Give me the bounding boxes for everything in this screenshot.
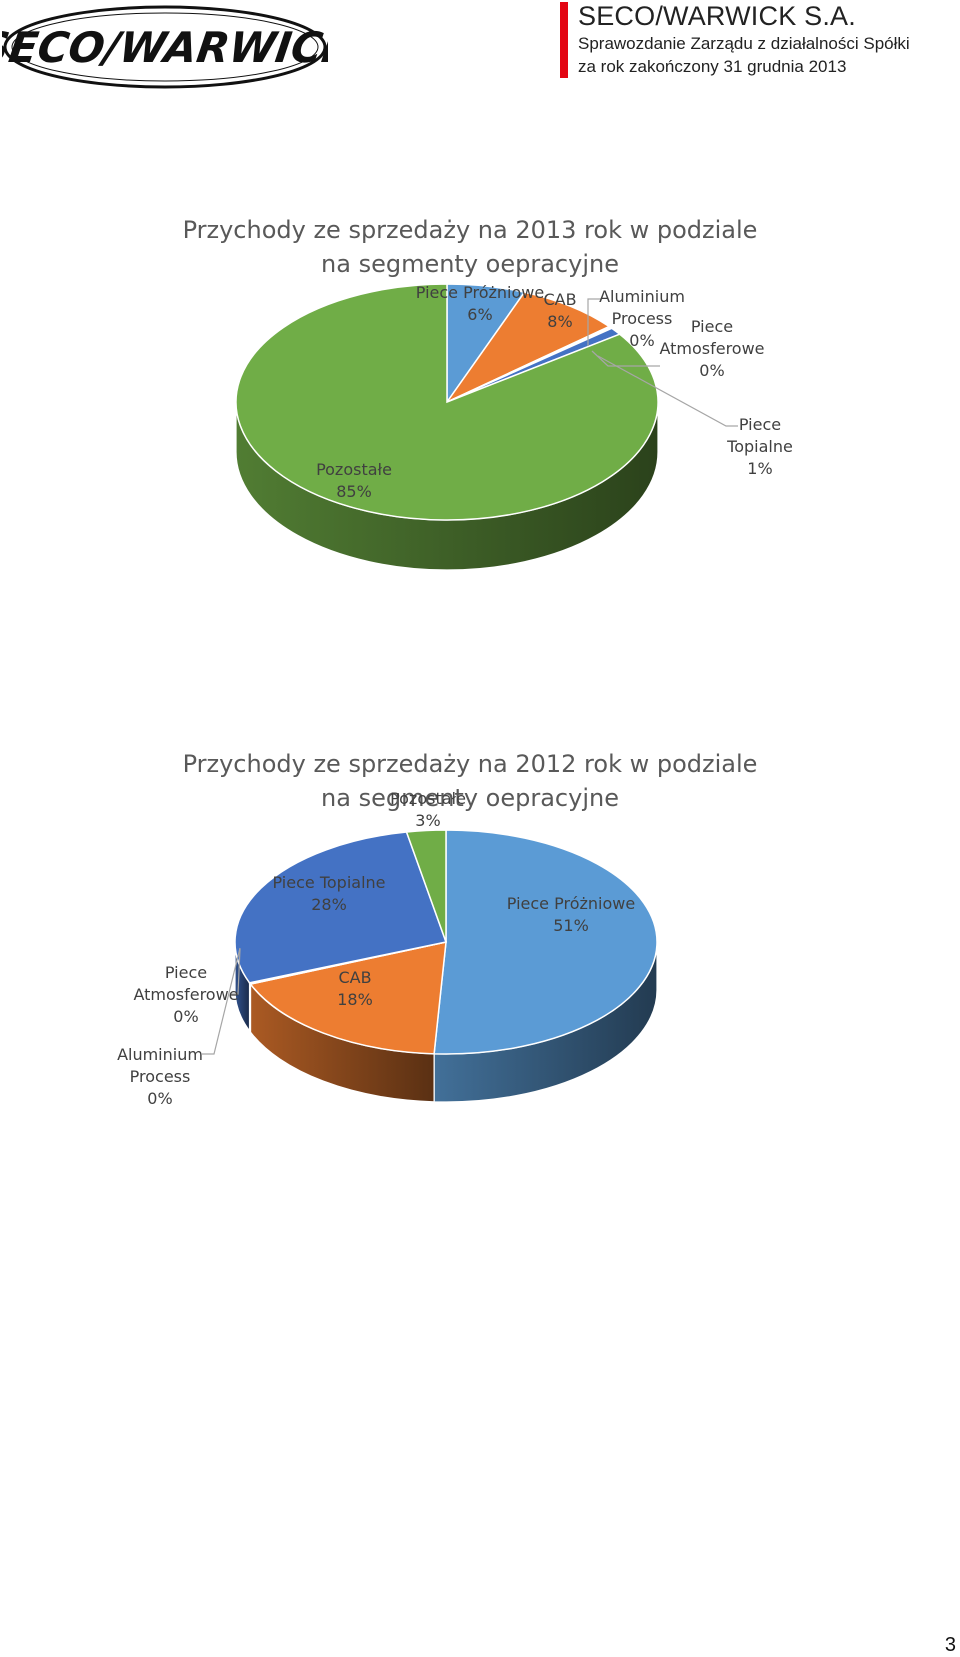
pie-chart-2012-svg: Przychody ze sprzedaży na 2012 rok w pod… bbox=[117, 750, 758, 1108]
company-name: SECO/WARWICK S.A. bbox=[578, 1, 856, 31]
data-label-piece-topialne: Piece Topialne 1% bbox=[726, 415, 793, 478]
data-label-piece-prozniowe: Piece Próżniowe 51% bbox=[507, 894, 635, 935]
report-title-line-1: Sprawozdanie Zarządu z działalności Spół… bbox=[578, 34, 910, 53]
data-label-cab: CAB 8% bbox=[543, 290, 576, 331]
report-header: SECO/WARWICK S.A. Sprawozdanie Zarządu z… bbox=[578, 0, 910, 78]
pie-chart-2013-svg: Przychody ze sprzedaży na 2013 rok w pod… bbox=[183, 216, 793, 571]
pie-slice-cab bbox=[249, 941, 447, 1055]
data-label-piece-atmosferowe: Piece Atmosferowe 0% bbox=[659, 317, 764, 380]
data-label-aluminium-process: Aluminium Process 0% bbox=[117, 1045, 203, 1108]
pie-chart-2013: Przychody ze sprzedaży na 2013 rok w pod… bbox=[0, 208, 960, 628]
chart-subtitle: na segmenty oepracyjne bbox=[321, 784, 619, 812]
data-label-piece-atmosferowe: Piece Atmosferowe 0% bbox=[133, 963, 238, 1026]
data-label-pozostale: Pozostałe 85% bbox=[316, 460, 392, 501]
leader-line-piece-atmosferowe bbox=[230, 948, 241, 995]
data-label-piece-prozniowe: Piece Próżniowe 6% bbox=[416, 283, 544, 324]
leader-line-aluminium-process bbox=[202, 947, 241, 1055]
chart-title: Przychody ze sprzedaży na 2012 rok w pod… bbox=[183, 750, 758, 778]
pie-chart-2012: Przychody ze sprzedaży na 2012 rok w pod… bbox=[0, 742, 960, 1182]
pie-slice-cab bbox=[444, 291, 611, 404]
leader-line-piece-topialne bbox=[597, 355, 738, 427]
header-accent-bar bbox=[560, 2, 568, 78]
report-title-line-2: za rok zakończony 31 grudnia 2013 bbox=[578, 57, 847, 76]
logo-wordmark: SECO/WARWICK bbox=[2, 23, 328, 72]
data-label-pozostale: Pozostałe 3% bbox=[390, 789, 466, 830]
data-label-piece-topialne: Piece Topialne 28% bbox=[273, 873, 386, 914]
seco-warwick-logo: SECO/WARWICK bbox=[2, 5, 328, 89]
pie-slice-pozostale bbox=[235, 283, 659, 521]
data-label-aluminium-process: Aluminium Process 0% bbox=[599, 287, 685, 350]
leader-line-piece-atmosferowe bbox=[591, 350, 660, 367]
pie-slice-pozostale bbox=[405, 829, 447, 943]
chart-title: Przychody ze sprzedaży na 2013 rok w pod… bbox=[183, 216, 758, 244]
leader-line-aluminium-process bbox=[587, 298, 601, 346]
data-label-cab: CAB 18% bbox=[337, 968, 373, 1009]
pie-slice-piece-prozniowe bbox=[433, 829, 658, 1055]
page-number: 3 bbox=[944, 1634, 956, 1656]
chart-subtitle: na segmenty oepracyjne bbox=[321, 250, 619, 278]
